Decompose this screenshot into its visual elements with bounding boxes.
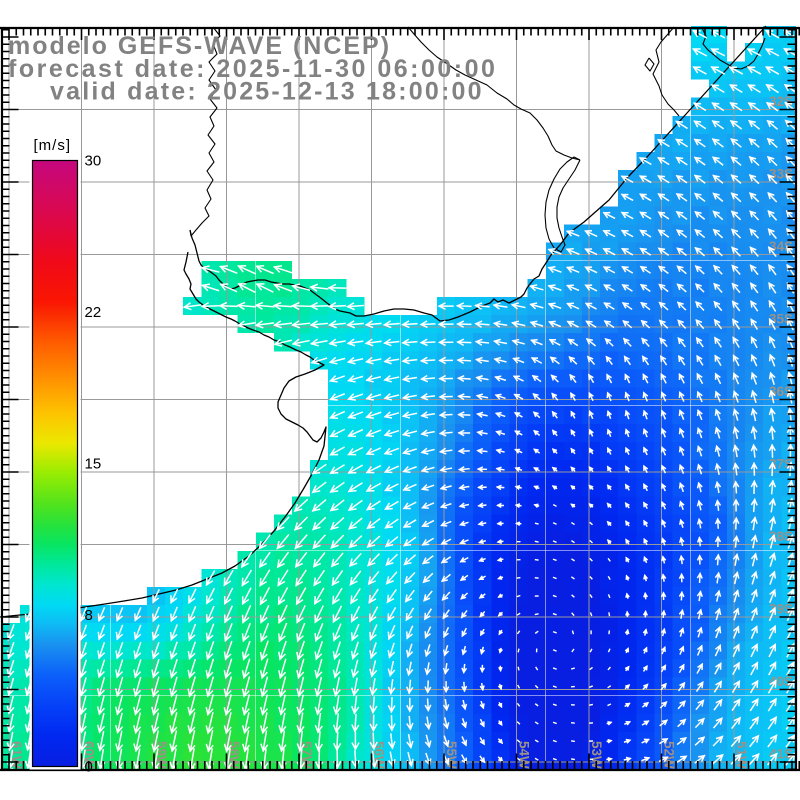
- svg-text:54W: 54W: [517, 741, 532, 769]
- svg-text:35S: 35S: [769, 312, 793, 327]
- svg-text:15: 15: [85, 456, 102, 473]
- svg-text:30: 30: [85, 153, 102, 170]
- svg-text:56W: 56W: [372, 741, 387, 769]
- svg-text:41S: 41S: [769, 747, 793, 762]
- svg-text:60W: 60W: [82, 741, 97, 769]
- svg-text:53W: 53W: [589, 741, 604, 769]
- svg-text:58W: 58W: [227, 741, 242, 769]
- svg-text:[m/s]: [m/s]: [34, 137, 72, 154]
- svg-text:modelo GEFS-WAVE (NCEP): modelo GEFS-WAVE (NCEP): [8, 32, 391, 60]
- svg-text:forecast date: 2025-11-30 06:0: forecast date: 2025-11-30 06:00:00: [8, 55, 497, 83]
- svg-text:51W: 51W: [734, 741, 749, 769]
- svg-text:52W: 52W: [662, 741, 677, 769]
- svg-text:59W: 59W: [154, 741, 169, 769]
- svg-text:57W: 57W: [299, 741, 314, 769]
- svg-text:0: 0: [85, 759, 93, 776]
- svg-text:22: 22: [85, 304, 102, 321]
- svg-text:8: 8: [85, 607, 93, 624]
- svg-text:valid date: 2025-12-13 18:00:0: valid date: 2025-12-13 18:00:00: [50, 78, 484, 106]
